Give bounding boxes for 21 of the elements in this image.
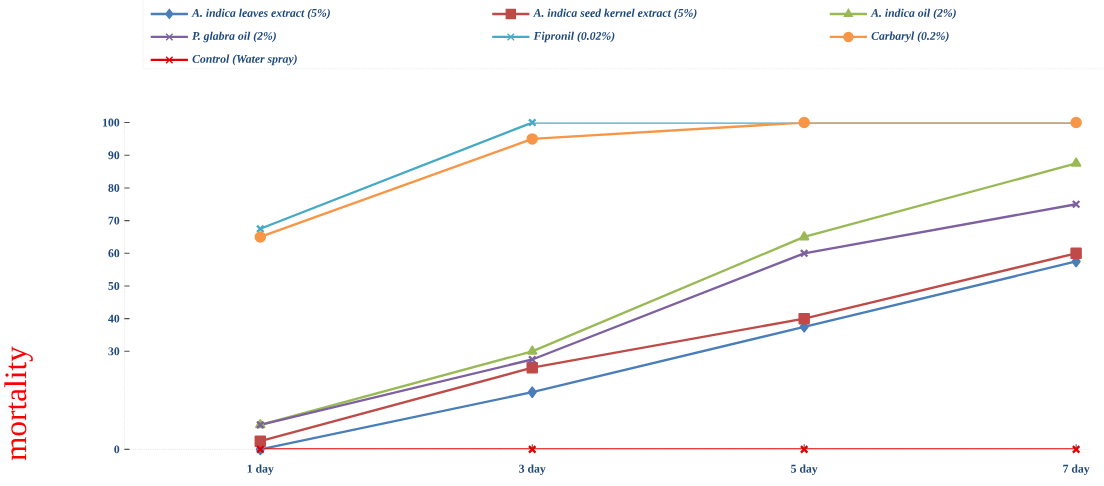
y-tick-label: 40	[108, 314, 120, 323]
legend-label: Carbaryl (0.2%)	[871, 31, 949, 43]
y-tick-label: 70	[108, 216, 120, 225]
x-tick-label: 5 day	[791, 464, 818, 476]
legend-label: A. indica seed kernel extract (5%)	[532, 8, 697, 20]
x-tick-label: 1 day	[247, 464, 274, 476]
legend-label: A. indica oil (2%)	[870, 8, 956, 20]
y-axis-title: mortality	[4, 346, 33, 461]
legend-label: Fipronil (0.02%)	[533, 31, 615, 43]
legend-label: Control (Water spray)	[192, 54, 297, 66]
y-tick-label: 60	[108, 249, 120, 258]
y-tick-label: 90	[108, 151, 120, 160]
y-tick-label: 50	[108, 282, 120, 291]
legend-label: A. indica leaves extract (5%)	[191, 8, 330, 20]
legend-label: P. glabra oil (2%)	[192, 31, 276, 43]
y-tick-label: 100	[103, 118, 120, 127]
y-tick-label: 80	[108, 184, 120, 193]
x-tick-label: 3 day	[519, 464, 546, 476]
y-tick-label: 30	[108, 347, 120, 356]
x-tick-label: 7 day	[1063, 464, 1090, 476]
y-tick-label: 0	[114, 445, 120, 454]
